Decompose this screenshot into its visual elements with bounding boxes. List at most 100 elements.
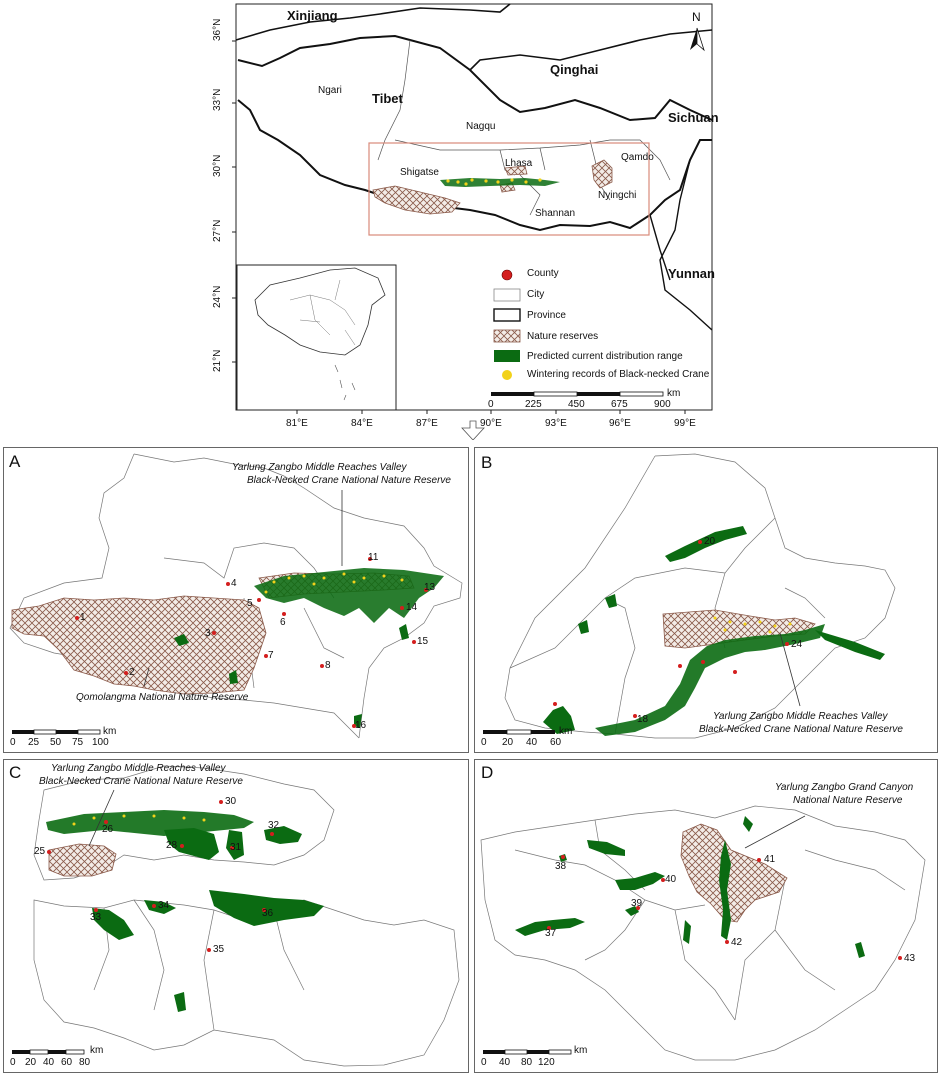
panel-b-city-boundaries [504,453,896,739]
province-lines-right [649,159,713,331]
panel-c-county-31: 31 [230,842,242,853]
panel-a-letter: A [9,452,21,471]
panel-a-county-6: 6 [280,617,286,628]
panel-c-scale-unit: km [90,1045,104,1056]
lat-label-36: 36°N [212,18,223,41]
panel-c-county-36: 36 [262,908,274,919]
inset-china-outline [254,267,386,356]
panel-d-scale-tick-2: 80 [521,1057,533,1068]
panel-d: D Yarlung Zangbo Grand Canyon National N… [474,759,938,1073]
region-lhasa: Lhasa [505,158,533,169]
panel-a-county-2: 2 [129,667,135,678]
panel-a-scale-tick-0: 0 [10,737,16,748]
panel-a-annotation-bottom: Qomolangma National Nature Reserve [76,692,249,703]
overview-scale-tick-0: 0 [488,399,494,410]
lon-label-87: 87°E [416,418,438,429]
panel-a-scale-tick-4: 100 [92,737,109,748]
panel-a-county-15: 15 [417,636,429,647]
panel-a-county-4: 4 [231,578,237,589]
panel-c-county-30: 30 [225,796,237,807]
panel-d-scale-tick-1: 40 [499,1057,511,1068]
region-nyingchi: Nyingchi [598,190,637,201]
legend-reserves-label: Nature reserves [527,331,599,342]
panel-c-distribution-patches [92,826,324,1012]
region-sichuan: Sichuan [668,110,719,125]
panel-d-scale-unit: km [574,1045,588,1056]
panel-a-scale-tick-3: 75 [72,737,84,748]
panel-c-scale-tick-0: 0 [10,1057,16,1068]
panel-d-county-38: 38 [555,861,567,872]
overview-scale-tick-4: 900 [654,399,671,410]
panel-b-leader [779,632,801,707]
panel-b-county-24: 24 [791,639,803,650]
inset-islands [334,364,356,401]
panel-c-county-32: 32 [268,820,280,831]
region-nagqu: Nagqu [466,121,496,132]
legend-wintering-label: Wintering records of Black-necked Crane [527,369,710,380]
panel-a-reserve-qomolangma [11,595,267,695]
panel-a-scale-unit: km [103,726,117,737]
province-lines-top [235,3,713,71]
legend-distribution-label: Predicted current distribution range [527,351,683,362]
panel-d-reserve [680,823,788,923]
panel-a-annotation-top-1: Yarlung Zangbo Middle Reaches Valley [232,462,407,473]
panel-a-distribution [254,568,444,623]
legend-wintering-icon [502,370,512,380]
panel-a-county-8: 8 [325,660,331,671]
panel-b-annotation-2: Black-Necked Crane National Nature Reser… [699,724,903,735]
panel-d-scale-bar [483,1049,572,1055]
lon-label-93: 93°E [545,418,567,429]
panel-b-county-18: 18 [637,714,649,725]
panel-c-county-35: 35 [213,944,225,955]
panel-b-distribution-north [665,526,747,562]
panel-b-letter: B [481,453,493,472]
panel-c-annotation-2: Black-Necked Crane National Nature Reser… [39,776,243,787]
overview-wintering-records [446,178,542,186]
north-arrow-icon [690,27,705,52]
overview-scale-unit: km [667,388,681,399]
overview-scale-tick-3: 675 [611,399,628,410]
panel-c-scale-tick-2: 40 [43,1057,55,1068]
overview-reserve-west [372,185,461,215]
region-qinghai: Qinghai [550,62,599,77]
panel-c-city-boundaries [33,765,460,1067]
panel-d-county-39: 39 [631,898,643,909]
legend-city-icon [493,288,521,302]
region-tibet: Tibet [372,91,403,106]
panel-c-scale-tick-1: 20 [25,1057,37,1068]
panel-b-county-20: 20 [704,536,716,547]
panel-d-annotation-1: Yarlung Zangbo Grand Canyon [775,782,914,793]
overview-reserve-east [591,159,613,189]
region-ngari: Ngari [318,85,342,96]
panel-a-county-13: 13 [424,582,436,593]
legend-city-label: City [527,289,545,300]
lat-label-33: 33°N [212,88,223,111]
panel-a-wintering-records [264,572,404,594]
panel-d-county-40: 40 [665,874,677,885]
lat-label-24: 24°N [212,285,223,308]
legend-county-label: County [527,268,559,279]
legend-symbols [493,269,521,380]
panel-c-distribution-main [46,810,254,836]
overview-scale-tick-1: 225 [525,399,542,410]
panel-d-letter: D [481,763,494,782]
panel-c-county-26: 26 [102,824,114,835]
legend-province-label: Province [527,310,566,321]
panel-b: B Yarlung Zangbo Middle Reaches Valley B… [474,447,938,753]
panel-c-scale-bar [12,1049,85,1055]
panel-c-county-34: 34 [158,900,170,911]
lon-label-84: 84°E [351,418,373,429]
panel-a-scale-tick-1: 25 [28,737,40,748]
panel-c-county-25: 25 [34,846,46,857]
north-label: N [692,10,701,24]
panel-b-scale-tick-0: 0 [481,737,487,748]
panel-d-leader [744,815,806,849]
lon-label-99: 99°E [674,418,696,429]
panel-a-county-7: 7 [268,650,274,661]
lon-label-96: 96°E [609,418,631,429]
region-yunnan: Yunnan [668,266,715,281]
panel-c-county-28: 28 [166,840,178,851]
panel-d-distribution [515,816,865,958]
panel-c-letter: C [9,763,22,782]
panel-a: A Yarlung Zangbo Middle Reaches Valley B… [3,447,469,753]
